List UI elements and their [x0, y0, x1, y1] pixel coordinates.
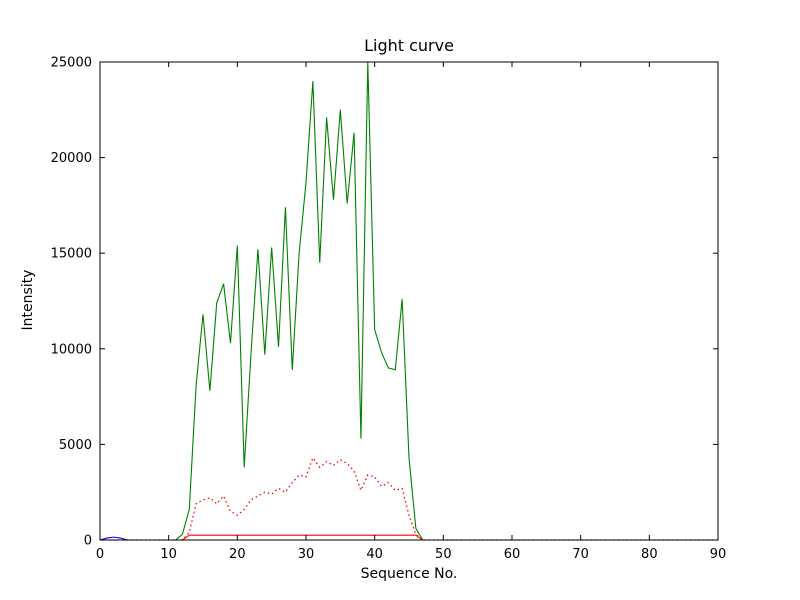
x-tick-label: 70: [572, 547, 589, 562]
y-tick-label: 10000: [51, 342, 92, 357]
y-tick-label: 5000: [59, 438, 92, 453]
x-tick-label: 90: [710, 547, 727, 562]
y-axis-ticks: 0 5000 10000 15000 20000 25000: [51, 56, 718, 549]
series-group: [99, 61, 718, 541]
y-tick-label: 25000: [51, 56, 92, 71]
x-tick-label: 60: [504, 547, 521, 562]
green-intensity-curve: [100, 61, 718, 541]
x-tick-label: 30: [298, 547, 315, 562]
x-tick-label: 20: [229, 547, 246, 562]
chart-title: Light curve: [364, 36, 454, 55]
red-baseline-curve: [100, 534, 718, 541]
y-tick-label: 0: [84, 534, 92, 549]
x-axis-ticks: 0 10 20 30 40 50 60 70 80 90: [96, 62, 726, 562]
x-tick-label: 0: [96, 547, 104, 562]
y-tick-label: 20000: [51, 151, 92, 166]
y-tick-label: 15000: [51, 247, 92, 262]
x-tick-label: 50: [435, 547, 452, 562]
x-tick-label: 80: [641, 547, 658, 562]
red-dotted-curve: [100, 456, 718, 541]
plot-frame: [99, 61, 719, 541]
x-axis-label: Sequence No.: [360, 566, 458, 582]
x-tick-label: 40: [366, 547, 383, 562]
x-tick-label: 10: [160, 547, 177, 562]
